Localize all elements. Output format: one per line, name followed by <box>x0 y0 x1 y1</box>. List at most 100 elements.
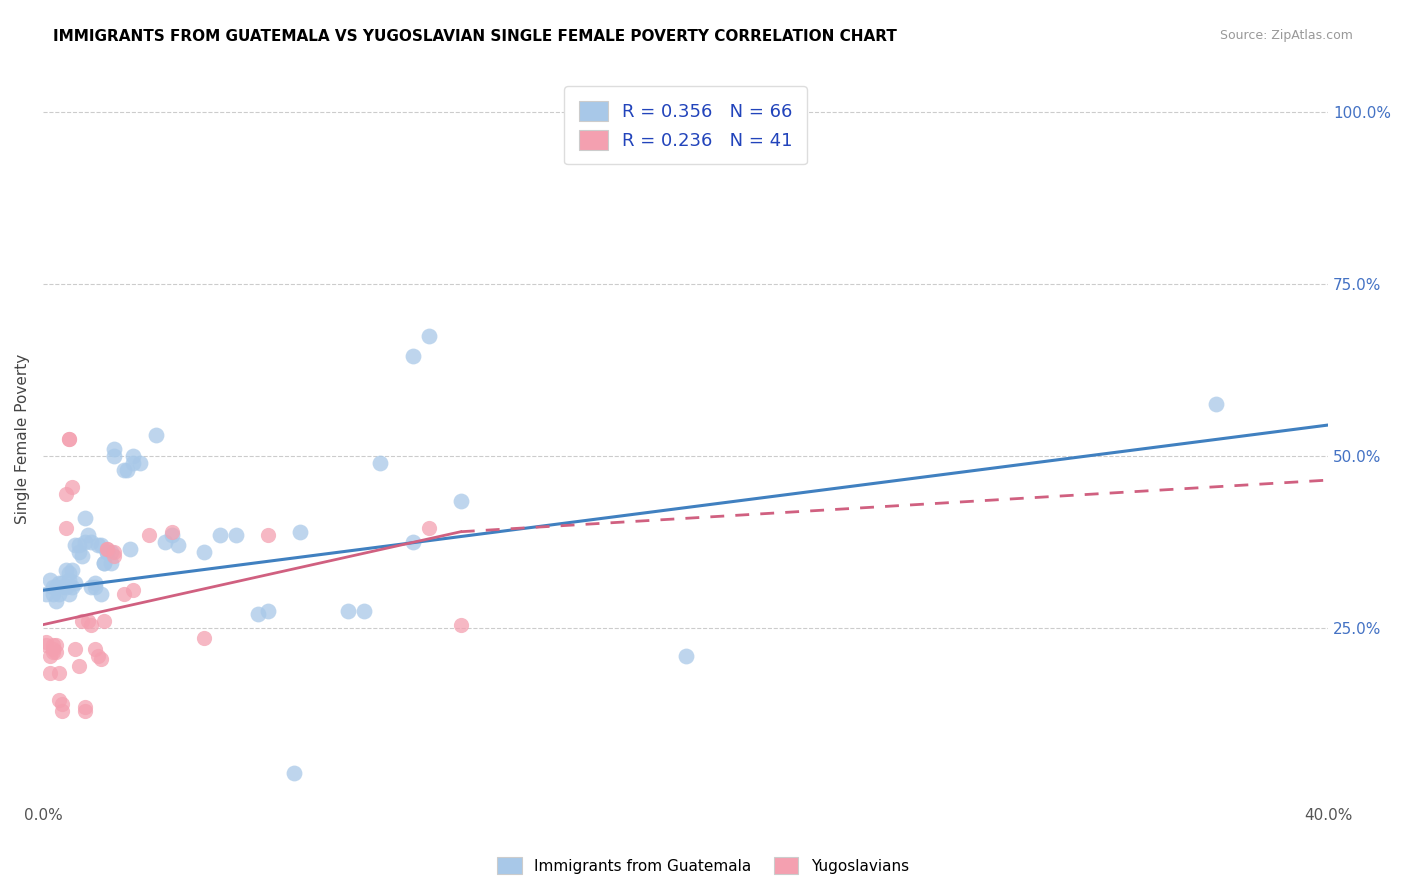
Point <box>55 487 77 501</box>
Point <box>51 697 73 711</box>
Legend: R = 0.356   N = 66, R = 0.236   N = 41: R = 0.356 N = 66, R = 0.236 N = 41 <box>564 87 807 164</box>
Point <box>122 456 145 470</box>
Point <box>60 580 83 594</box>
Legend: Immigrants from Guatemala, Yugoslavians: Immigrants from Guatemala, Yugoslavians <box>491 851 915 880</box>
Point <box>418 521 440 535</box>
Point <box>80 617 103 632</box>
Point <box>103 549 125 563</box>
Point <box>48 665 70 680</box>
Point <box>58 432 80 446</box>
Point <box>283 765 305 780</box>
Point <box>145 428 167 442</box>
Point <box>83 580 105 594</box>
Point <box>45 580 67 594</box>
Point <box>51 580 73 594</box>
Point <box>38 665 60 680</box>
Point <box>160 528 183 542</box>
Point <box>45 638 67 652</box>
Point <box>87 539 110 553</box>
Point <box>100 545 122 559</box>
Point <box>90 539 112 553</box>
Point <box>193 545 215 559</box>
Point <box>115 463 138 477</box>
Point <box>418 328 440 343</box>
Point <box>80 535 103 549</box>
Point <box>48 576 70 591</box>
Point <box>401 349 423 363</box>
Point <box>67 659 90 673</box>
Point <box>103 449 125 463</box>
Point <box>45 645 67 659</box>
Point <box>58 566 80 580</box>
Point <box>247 607 270 622</box>
Point <box>122 449 145 463</box>
Point <box>35 638 58 652</box>
Point <box>48 693 70 707</box>
Point <box>193 632 215 646</box>
Point <box>83 576 105 591</box>
Point <box>208 528 231 542</box>
Point <box>337 604 360 618</box>
Text: Source: ZipAtlas.com: Source: ZipAtlas.com <box>1219 29 1353 42</box>
Point <box>225 528 247 542</box>
Point <box>353 604 375 618</box>
Point <box>160 524 183 539</box>
Point <box>70 614 93 628</box>
Point <box>96 545 118 559</box>
Point <box>51 704 73 718</box>
Point <box>90 587 112 601</box>
Point <box>77 528 100 542</box>
Point <box>450 493 472 508</box>
Point <box>93 556 115 570</box>
Point <box>290 524 312 539</box>
Point <box>38 648 60 663</box>
Point <box>73 704 96 718</box>
Point <box>155 535 177 549</box>
Point <box>58 587 80 601</box>
Point <box>90 652 112 666</box>
Point <box>42 587 65 601</box>
Point <box>450 617 472 632</box>
Point <box>118 541 141 556</box>
Point <box>93 556 115 570</box>
Point <box>401 535 423 549</box>
Point <box>67 545 90 559</box>
Point <box>55 521 77 535</box>
Point <box>67 539 90 553</box>
Point <box>65 576 87 591</box>
Point <box>138 528 160 542</box>
Point <box>77 614 100 628</box>
Point <box>55 563 77 577</box>
Point <box>167 539 190 553</box>
Point <box>70 549 93 563</box>
Point <box>42 645 65 659</box>
Point <box>257 604 280 618</box>
Point <box>58 573 80 587</box>
Point <box>675 648 697 663</box>
Point <box>103 442 125 456</box>
Point <box>122 583 145 598</box>
Point <box>65 641 87 656</box>
Point <box>58 432 80 446</box>
Point <box>35 635 58 649</box>
Point <box>51 576 73 591</box>
Text: IMMIGRANTS FROM GUATEMALA VS YUGOSLAVIAN SINGLE FEMALE POVERTY CORRELATION CHART: IMMIGRANTS FROM GUATEMALA VS YUGOSLAVIAN… <box>53 29 897 44</box>
Point <box>60 563 83 577</box>
Point <box>257 528 280 542</box>
Point <box>96 541 118 556</box>
Point <box>55 580 77 594</box>
Point <box>73 700 96 714</box>
Point <box>370 456 392 470</box>
Point <box>87 648 110 663</box>
Point <box>1205 397 1227 411</box>
Point <box>42 638 65 652</box>
Point <box>38 573 60 587</box>
Point <box>73 535 96 549</box>
Point <box>112 587 135 601</box>
Point <box>128 456 150 470</box>
Point <box>96 545 118 559</box>
Point <box>103 545 125 559</box>
Point <box>42 580 65 594</box>
Point <box>65 539 87 553</box>
Point <box>48 587 70 601</box>
